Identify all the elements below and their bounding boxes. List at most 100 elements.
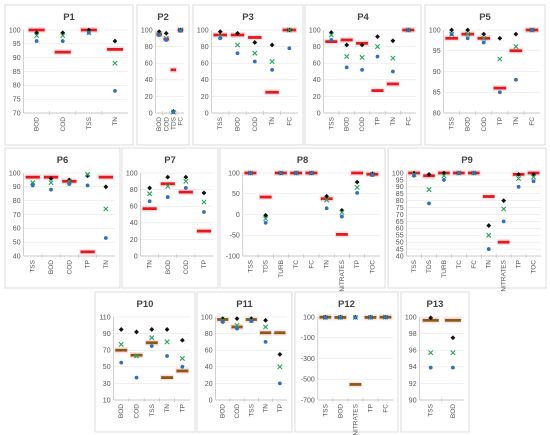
panel-p9-ytick-10: 90 — [396, 184, 404, 191]
panel-p8-xlabel-tn: TN — [324, 260, 331, 269]
panel-p4-dot-point-5 — [406, 28, 411, 32]
panel-p3-ytick-2: 40 — [201, 77, 209, 84]
panel-p13-title: P13 — [427, 299, 444, 310]
panel-p5-bar-4 — [509, 49, 523, 53]
panel-p10-bar-0 — [115, 348, 128, 352]
panel-p6-diamond-point-4 — [103, 184, 109, 190]
panel-p6-ytick-6: 100 — [9, 170, 21, 177]
panel-p4-ytick-4: 80 — [313, 44, 321, 51]
panel-p7-diamond-point-0 — [147, 185, 153, 191]
panel-p10-bar-3 — [161, 376, 174, 379]
panel-p9-diamond-point-0 — [411, 170, 417, 176]
panel-p3-ytick-0: 0 — [205, 110, 209, 117]
panel-p12-ytick-3: -100 — [301, 335, 315, 342]
panel-p9-ytick-5: 65 — [396, 219, 404, 226]
panel-p9-diamond-point-5 — [486, 223, 492, 228]
panel-p11-diamond-point-4 — [277, 351, 283, 357]
panel-p9-ytick-7: 75 — [396, 205, 404, 212]
panel-p9-ytick-12: 100 — [392, 170, 404, 177]
panel-p1-dot-point-3 — [113, 88, 117, 93]
panel-p10-dot-point-2 — [149, 344, 154, 348]
panel-p12-bar-2 — [349, 383, 362, 386]
panel-p4-xlabel-fc: FC — [405, 117, 412, 126]
panel-p1-ytick-0: 70 — [13, 110, 21, 117]
panel-p13-dot-point-0 — [428, 365, 433, 370]
panel-p13: P13 90 92 94 96 98 100 TSS BOD — [400, 291, 470, 433]
panel-p9-ytick-3: 55 — [396, 233, 404, 240]
panel-p4-xlabel-tn: TN — [390, 117, 397, 126]
panel-p13-ytick-3: 96 — [409, 348, 417, 355]
panel-p11-xlabel-tp: TP — [277, 404, 284, 412]
panel-p8-ytick-0: -100 — [226, 253, 240, 260]
panel-p7-x-point-3 — [201, 199, 207, 205]
panel-p3-diamond-point-2 — [252, 40, 258, 45]
panel-p2-ytick-2: 40 — [145, 77, 153, 84]
panel-p6-dot-point-2 — [67, 182, 72, 186]
panel-p7-bar-3 — [196, 229, 212, 233]
panel-p11-title: P11 — [236, 299, 253, 310]
panel-p7-ytick-0: 0 — [134, 253, 138, 260]
panel-p5-diamond-point-1 — [465, 27, 471, 33]
panel-p13-ytick-1: 92 — [409, 381, 417, 388]
panel-p3-diamond-point-0 — [217, 29, 223, 35]
panel-p6-bar-4 — [98, 175, 113, 179]
panel-p13-x-point-0 — [428, 350, 434, 356]
panel-p11-dot-point-1 — [235, 326, 239, 331]
panel-p4-dot-point-2 — [360, 67, 364, 72]
panel-p9-x-point-6 — [501, 206, 507, 212]
panel-p11-dot-point-0 — [220, 320, 225, 324]
panel-p6-xlabel-cod: COD — [66, 260, 73, 275]
panel-p10-x-point-0 — [118, 341, 124, 347]
panel-p10-diamond-point-4 — [179, 337, 185, 343]
panel-p5-diamond-point-4 — [513, 31, 519, 37]
panel-p10-frame — [94, 291, 196, 433]
panel-p10-ytick-4: 90 — [103, 331, 111, 338]
panel-p5-ytick-0: 80 — [433, 110, 441, 117]
panel-p1-ytick-3: 85 — [13, 69, 21, 76]
panel-p6-diamond-point-2 — [66, 177, 72, 183]
panel-p2-bar-2 — [170, 68, 177, 72]
panel-p12-dot-point-2 — [353, 315, 358, 320]
panel-p8-xlabel-nitrates: NITRATES — [339, 259, 346, 291]
panel-p9-dot-point-8 — [531, 179, 536, 184]
panel-p1-xlabel-tn: TN — [112, 117, 119, 126]
panel-p7-xlabel-cod: COD — [183, 260, 190, 275]
panel-p13-bar-0 — [422, 318, 439, 322]
panel-p7-x-point-2 — [183, 178, 189, 184]
panel-p4-dot-point-0 — [329, 38, 334, 42]
panel-p2-dot-point-3 — [178, 28, 183, 33]
panel-p1-ytick-1: 75 — [13, 97, 21, 104]
panel-p2-title: P2 — [157, 12, 169, 23]
panel-p8-diamond-point-7 — [354, 179, 360, 185]
panel-p10-x-point-2 — [149, 335, 155, 341]
panel-p5-dot-point-5 — [530, 28, 534, 32]
panel-p1-xlabel-cod: COD — [60, 117, 67, 132]
panel-p5-xlabel-tss: TSS — [449, 116, 456, 129]
panel-p11-ytick-1: 20 — [205, 381, 213, 388]
panel-p12-xlabel-tp: TP — [367, 404, 374, 412]
panel-p8-ytick-3: 50 — [232, 191, 240, 198]
panel-p12-dot-point-4 — [383, 315, 388, 320]
panel-p8-ytick-2: 0 — [236, 212, 240, 219]
panel-p13-x-point-1 — [450, 350, 456, 356]
panel-p10-dot-point-3 — [165, 354, 169, 358]
panel-p13-xlabel-tss: TSS — [428, 403, 435, 416]
panel-p13-frame — [400, 291, 470, 433]
panel-p9-ytick-6: 70 — [396, 212, 404, 219]
panel-p4-x-point-0 — [328, 32, 334, 38]
panel-p7-dot-point-3 — [202, 210, 206, 214]
panel-p3-bar-0 — [213, 33, 227, 37]
panel-p3-ytick-4: 80 — [201, 44, 209, 51]
panel-p10-diamond-point-0 — [118, 327, 124, 332]
panel-p8-ytick-1: -50 — [230, 233, 240, 240]
panel-p10-x-point-1 — [133, 353, 140, 359]
panel-p13-ytick-0: 90 — [409, 397, 417, 404]
panel-p6-xlabel-tss: TSS — [30, 259, 37, 272]
panel-p11-dot-point-3 — [263, 340, 268, 344]
panel-p9-diamond-point-7 — [516, 171, 521, 177]
panel-p3: P3 0 20 40 60 80 100 TSS BOD COD TN FC — [192, 4, 304, 146]
panel-p1-x-point-1 — [60, 32, 66, 39]
panel-p7-xlabel-bod: BOD — [165, 260, 172, 274]
panel-p10-bar-1 — [130, 353, 143, 357]
